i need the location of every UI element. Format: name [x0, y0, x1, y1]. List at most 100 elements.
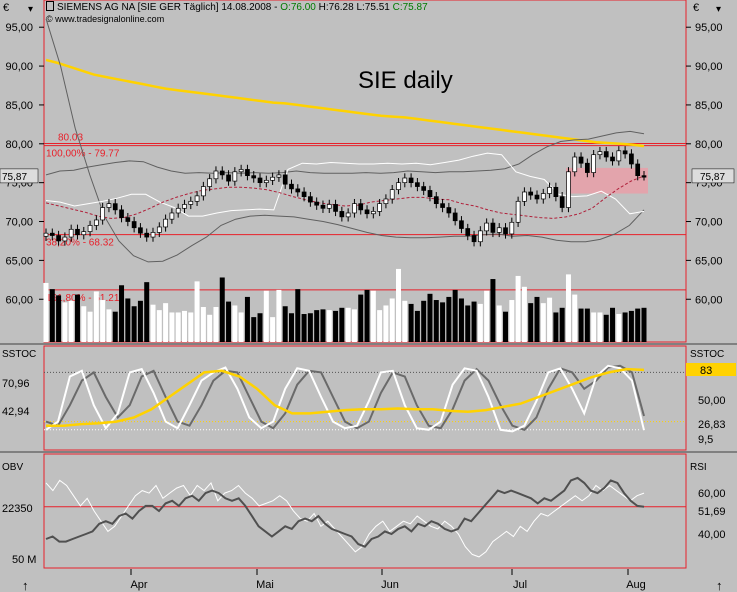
candle-body	[100, 207, 106, 221]
volume-bar	[163, 303, 169, 342]
candle-body	[125, 217, 131, 222]
candle-body	[188, 200, 194, 205]
rsi-right-value: 60,00	[698, 488, 726, 500]
candle-body	[352, 203, 357, 214]
volume-bar	[194, 281, 200, 342]
candle-body	[232, 171, 238, 182]
chevron-down-icon[interactable]: ▾	[716, 4, 722, 15]
volume-bar	[358, 294, 364, 342]
candle-body	[408, 177, 414, 184]
volume-bar	[427, 293, 433, 342]
volume-bar	[295, 289, 301, 342]
candle-body	[56, 235, 61, 242]
candle-body	[610, 156, 615, 162]
volume-bar	[219, 277, 225, 342]
candle-body	[528, 191, 534, 196]
candle-body	[270, 176, 275, 181]
volume-bar	[628, 310, 634, 342]
volume-bar	[509, 300, 515, 342]
candle-body	[282, 174, 288, 185]
candle-body	[358, 203, 364, 211]
volume-bar	[301, 314, 307, 342]
obv-line	[45, 476, 645, 548]
candle-body	[616, 150, 622, 162]
y-tick-label-right: 80,00	[695, 139, 723, 151]
volume-bar	[377, 310, 383, 342]
candle-body	[572, 156, 578, 173]
volume-bar	[603, 314, 609, 342]
obv-lines	[44, 476, 686, 558]
volume-bar	[521, 286, 527, 342]
stoch-lines	[44, 364, 686, 433]
candle-body	[641, 175, 647, 178]
y-tick-label-right: 95,00	[695, 22, 723, 34]
y-tick-label-right: 65,00	[695, 255, 723, 267]
candle-body	[370, 211, 376, 215]
volume-bar	[175, 312, 181, 342]
volume-bar	[333, 310, 339, 342]
volume-bar	[244, 296, 250, 342]
volume-bar	[226, 301, 232, 342]
volume-bar	[610, 307, 616, 342]
candle-body	[433, 196, 439, 204]
last-price-right: 75,87	[700, 172, 725, 183]
price-text: SIE daily 75,87 75,87	[0, 67, 735, 184]
stoch-k-line	[45, 364, 645, 433]
candle-body	[201, 186, 206, 197]
volume-bar	[131, 306, 137, 342]
stoch-right-value: 26,83	[698, 419, 726, 431]
volume-bar	[326, 310, 332, 342]
candle-body	[226, 174, 231, 182]
candle-body	[75, 228, 80, 236]
volume-bar	[156, 310, 162, 342]
candle-body	[219, 170, 225, 176]
candle-body	[320, 204, 326, 209]
candle-body	[396, 182, 401, 191]
volume-bar	[452, 289, 458, 342]
stoch-left-value: 42,94	[2, 406, 30, 418]
volume-bar	[351, 309, 357, 342]
volume-bar	[339, 307, 345, 342]
volume-bar	[490, 279, 496, 342]
scroll-up-arrow-right: ↑	[716, 578, 723, 592]
y-tick-label-right: 85,00	[695, 100, 723, 112]
sma-200-line	[45, 58, 645, 148]
envelope-line	[45, 152, 645, 217]
volume-bar	[440, 302, 446, 342]
candle-body	[421, 186, 427, 191]
candle-body	[245, 169, 250, 177]
candle-body	[540, 193, 546, 200]
stoch-right-value: 83	[700, 365, 712, 377]
candle-body	[194, 195, 200, 202]
candle-body	[131, 221, 137, 229]
candle-body	[383, 198, 389, 204]
volume-bar	[263, 290, 269, 342]
chevron-down-icon[interactable]: ▾	[28, 4, 34, 15]
candle-body	[559, 196, 565, 208]
volume-bar	[471, 301, 477, 342]
volume-bar	[540, 303, 546, 342]
candle-body	[635, 163, 641, 177]
volume-bar	[81, 306, 87, 342]
candle-body	[427, 190, 433, 198]
stoch-left-label: SSTOC	[2, 349, 36, 360]
candle-body	[87, 225, 93, 232]
candle-body	[150, 232, 156, 238]
x-axis: Apr Mai Jun Jul Aug ↑ ↑	[22, 569, 723, 592]
bollinger-lower-line	[45, 18, 645, 263]
volume-bar	[320, 309, 326, 342]
volume-bar	[433, 300, 439, 342]
candle-body	[603, 151, 609, 158]
candle-icon	[46, 1, 54, 11]
volume-bar	[100, 300, 106, 342]
y-tick-label-right: 90,00	[695, 61, 723, 73]
candle-body	[276, 174, 282, 178]
candle-body	[459, 220, 464, 229]
volume-bar	[93, 291, 99, 342]
volume-bar	[181, 310, 187, 342]
candle-body	[94, 219, 99, 226]
candle-body	[364, 209, 370, 215]
bollinger-upper-line	[45, 130, 645, 176]
y-tick-label-left: 65,00	[5, 255, 33, 267]
candle-body	[345, 212, 351, 218]
